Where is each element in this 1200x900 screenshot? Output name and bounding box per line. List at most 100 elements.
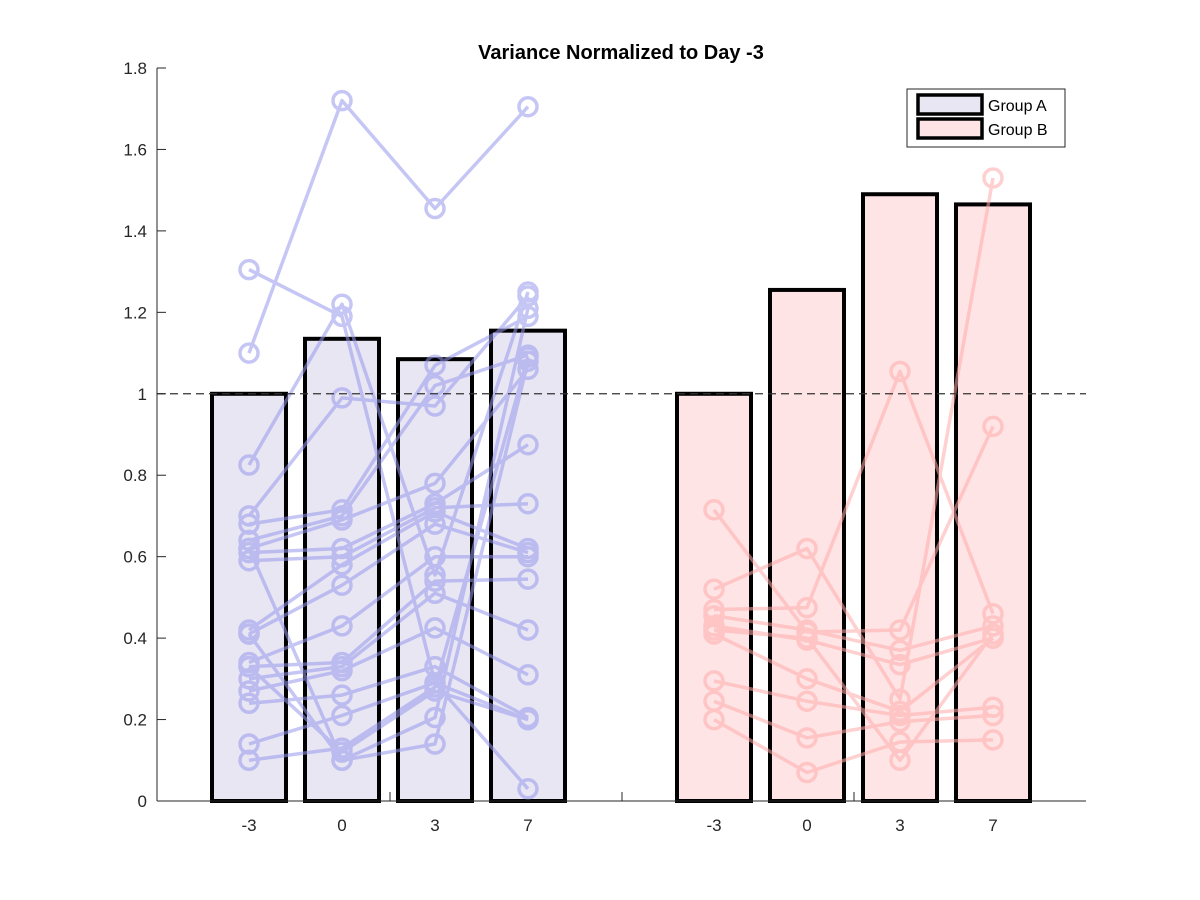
- data-point: [889, 619, 911, 641]
- data-point: [517, 545, 539, 568]
- subject-line: [713, 699, 994, 740]
- data-point: [796, 627, 818, 649]
- data-point: [889, 639, 911, 662]
- data-point: [238, 668, 260, 690]
- y-tick-label: 0.6: [123, 548, 147, 567]
- data-point: [517, 350, 539, 372]
- data-point: [517, 285, 539, 307]
- data-point: [424, 706, 446, 729]
- data-point: [424, 617, 446, 639]
- data-point: [982, 602, 1004, 625]
- legend-label: Group B: [988, 122, 1048, 139]
- data-point: [331, 704, 353, 727]
- data-point: [238, 680, 260, 702]
- data-point: [331, 89, 353, 112]
- bars-group-b: [675, 192, 1032, 804]
- subject-line: [248, 314, 529, 526]
- data-point: [703, 499, 725, 521]
- data-point: [889, 360, 911, 383]
- x-tick-label: -3: [706, 816, 721, 835]
- subject-line: [248, 626, 529, 693]
- data-point: [238, 505, 260, 527]
- x-tick-label: -3: [241, 816, 256, 835]
- data-point: [238, 692, 260, 715]
- data-point: [331, 293, 353, 315]
- y-tick-label: 0.8: [123, 466, 147, 485]
- data-point: [517, 568, 539, 590]
- subject-line: [247, 510, 529, 632]
- subject-line: [247, 98, 530, 354]
- data-point: [331, 659, 353, 682]
- subject-line: [248, 681, 529, 746]
- data-point: [238, 749, 260, 772]
- subject-line: [713, 679, 994, 718]
- data-point: [517, 305, 539, 328]
- data-point: [424, 733, 446, 755]
- subjects-group-b: [703, 167, 1004, 784]
- data-point: [331, 387, 353, 409]
- data-point: [238, 454, 260, 476]
- data-point: [703, 708, 725, 731]
- data-point: [796, 596, 818, 619]
- data-point: [424, 472, 446, 495]
- data-point: [517, 297, 539, 320]
- data-point: [517, 778, 539, 800]
- data-point: [517, 95, 539, 118]
- bar: [954, 202, 1032, 804]
- data-point: [424, 197, 446, 220]
- data-point: [238, 537, 260, 560]
- y-tick-label: 0.4: [123, 629, 147, 648]
- x-tick-label: 0: [337, 816, 346, 835]
- chart-title: Variance Normalized to Day -3: [478, 42, 764, 64]
- data-point: [517, 664, 539, 686]
- x-tick-label: 7: [988, 816, 997, 835]
- data-point: [424, 570, 446, 592]
- subject-line: [248, 368, 530, 551]
- subject-line: [247, 360, 530, 763]
- data-point: [517, 708, 539, 731]
- y-tick-label: 1: [138, 385, 147, 404]
- data-point: [424, 582, 446, 605]
- plot-area: 0 0.2 0.4 0.6 0.8 1 1.2 1.4 1.6 1.8 -3 0 3 7 -3 0 3 7 Grou…: [123, 59, 1086, 835]
- y-tick-label: 1.6: [123, 140, 147, 159]
- data-point: [982, 729, 1004, 751]
- subject-line: [248, 268, 530, 790]
- subject-line: [247, 294, 530, 517]
- data-point: [424, 501, 446, 523]
- subject-line: [713, 628, 995, 763]
- data-point: [889, 704, 911, 727]
- subject-line: [248, 443, 529, 555]
- data-point: [424, 513, 446, 535]
- data-point: [424, 374, 446, 397]
- x-tick-label: 3: [895, 816, 904, 835]
- data-point: [424, 680, 446, 702]
- subject-line: [248, 577, 529, 669]
- subject-line: [248, 522, 529, 636]
- data-point: [796, 761, 818, 784]
- subject-line: [713, 632, 995, 714]
- data-point: [424, 354, 446, 377]
- legend-swatch: [916, 117, 984, 140]
- x-tick-label: 3: [430, 816, 439, 835]
- subjects-group-a: [238, 89, 539, 800]
- y-tick-label: 1.8: [123, 59, 147, 78]
- data-point: [517, 433, 539, 456]
- data-point: [517, 492, 539, 515]
- data-point: [703, 619, 725, 641]
- y-tick-label: 0: [138, 792, 147, 811]
- y-tick-label: 1.4: [123, 222, 147, 241]
- data-point: [238, 623, 260, 645]
- data-point: [238, 655, 260, 678]
- data-point: [517, 619, 539, 641]
- data-point: [982, 623, 1004, 645]
- legend: Group A Group B: [906, 88, 1066, 148]
- data-point: [331, 749, 353, 772]
- subject-line: [248, 353, 529, 543]
- legend-swatch: [916, 93, 984, 116]
- data-point: [796, 727, 818, 749]
- x-tick-label: 0: [802, 816, 811, 835]
- subject-line: [713, 718, 994, 775]
- data-point: [331, 574, 353, 596]
- subject-line: [713, 369, 995, 615]
- legend-label: Group A: [988, 98, 1047, 115]
